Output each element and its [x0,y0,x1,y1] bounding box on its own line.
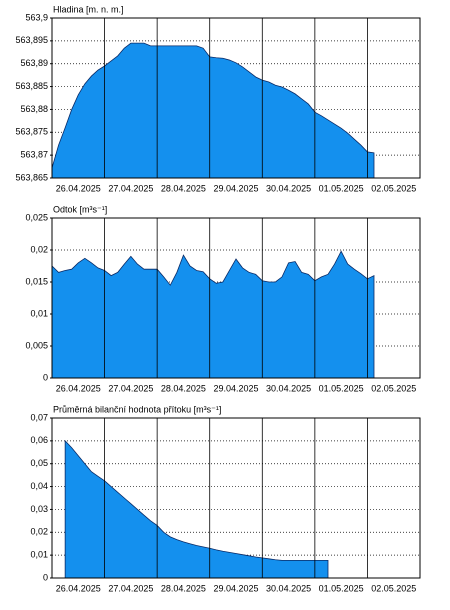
x-tick-label: 29.04.2025 [213,583,258,593]
y-tick-label: 563,9 [25,12,48,22]
y-tick-label: 0,005 [25,340,48,350]
y-tick-label: 0 [43,372,48,382]
y-tick-label: 563,895 [15,35,48,45]
x-tick-label: 01.05.2025 [319,583,364,593]
plot-frame [51,417,421,579]
x-tick-label: 02.05.2025 [371,383,416,393]
y-tick-label: 0,02 [30,527,48,537]
y-tick-label: 563,875 [15,127,48,137]
y-tick-label: 0,02 [30,244,48,254]
x-tick-label: 01.05.2025 [319,183,364,193]
y-tick-label: 563,88 [20,104,48,114]
x-tick-label: 30.04.2025 [266,383,311,393]
x-tick-label: 30.04.2025 [266,183,311,193]
x-tick-label: 28.04.2025 [161,183,206,193]
y-tick-label: 0,06 [30,435,48,445]
y-tick-label: 563,865 [15,172,48,182]
x-tick-label: 26.04.2025 [56,183,101,193]
plot-frame [51,217,421,379]
x-tick-label: 28.04.2025 [161,583,206,593]
area [64,439,329,579]
y-tick-label: 0,07 [30,412,48,422]
x-tick-label: 01.05.2025 [319,383,364,393]
area [51,250,375,379]
x-tick-label: 28.04.2025 [161,383,206,393]
panel-title: Hladina [m. n. m.] [53,4,124,14]
x-tick-label: 26.04.2025 [56,383,101,393]
plot-frame [51,17,421,179]
y-tick-label: 0 [43,572,48,582]
x-tick-label: 29.04.2025 [213,383,258,393]
y-tick-label: 563,89 [20,58,48,68]
y-tick-label: 0,025 [25,212,48,222]
y-tick-label: 0,01 [30,550,48,560]
x-tick-label: 29.04.2025 [213,183,258,193]
panel-title: Průměrná bilanční hodnota přítoku [m³s⁻¹… [53,404,221,414]
x-tick-label: 26.04.2025 [56,583,101,593]
y-tick-label: 0,04 [30,481,48,491]
x-tick-label: 30.04.2025 [266,583,311,593]
y-tick-label: 0,05 [30,458,48,468]
area [51,42,375,179]
x-tick-label: 27.04.2025 [108,583,153,593]
y-tick-label: 563,885 [15,81,48,91]
y-tick-label: 0,03 [30,504,48,514]
x-tick-label: 02.05.2025 [371,183,416,193]
x-tick-label: 27.04.2025 [108,383,153,393]
x-tick-label: 27.04.2025 [108,183,153,193]
y-tick-label: 563,87 [20,150,48,160]
x-tick-label: 02.05.2025 [371,583,416,593]
y-tick-label: 0,015 [25,276,48,286]
y-tick-label: 0,01 [30,308,48,318]
panel-title: Odtok [m³s⁻¹] [53,204,107,214]
